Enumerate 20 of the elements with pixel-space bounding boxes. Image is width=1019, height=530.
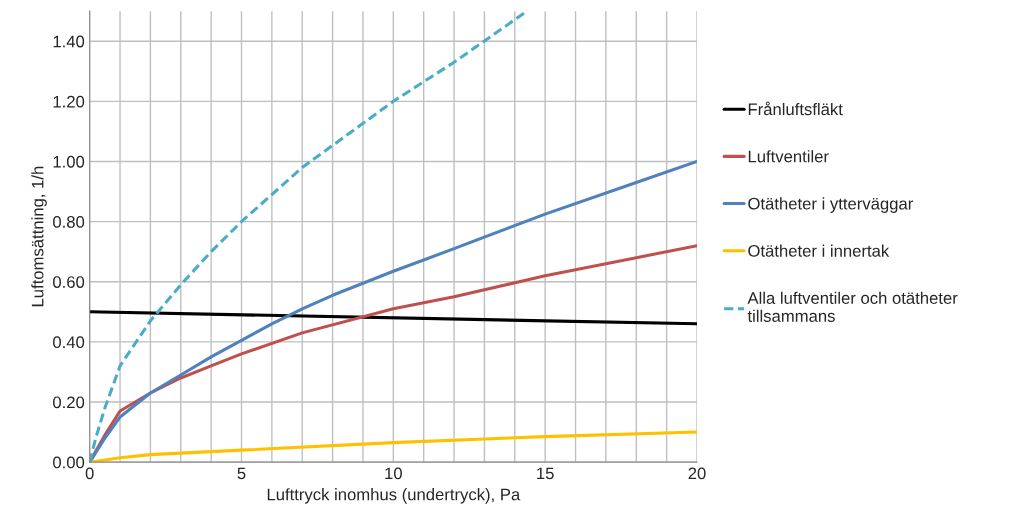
legend-label: Otätheter i innertak xyxy=(748,244,890,257)
x-tick-label: 0 xyxy=(85,467,94,480)
x-tick-label: 10 xyxy=(385,467,402,480)
x-axis-title: Lufttryck inomhus (undertryck), Pa xyxy=(267,488,521,504)
y-tick-label: 1.00 xyxy=(53,155,85,168)
legend-label: Alla luftventiler och otätheter tillsammans xyxy=(747,291,958,322)
y-axis-title: Luftomsättning, 1/h xyxy=(31,166,47,307)
y-tick-label: 0.60 xyxy=(53,276,85,288)
y-tick-label: 0.40 xyxy=(53,336,85,349)
y-tick-label: 0.00 xyxy=(53,456,85,469)
x-tick-label: 15 xyxy=(537,467,554,480)
x-tick-label: 5 xyxy=(237,467,246,480)
y-tick-label: 0.80 xyxy=(53,216,85,228)
y-tick-label: 0.20 xyxy=(53,396,85,409)
legend-label: Frånluftsfläkt xyxy=(748,101,843,116)
legend-label: Luftventiler xyxy=(748,150,829,163)
y-tick-label: 1.40 xyxy=(53,35,85,48)
y-tick-label: 1.20 xyxy=(53,95,85,108)
x-tick-label: 20 xyxy=(688,467,706,480)
legend-label: Otätheter i ytterväggar xyxy=(748,197,914,213)
